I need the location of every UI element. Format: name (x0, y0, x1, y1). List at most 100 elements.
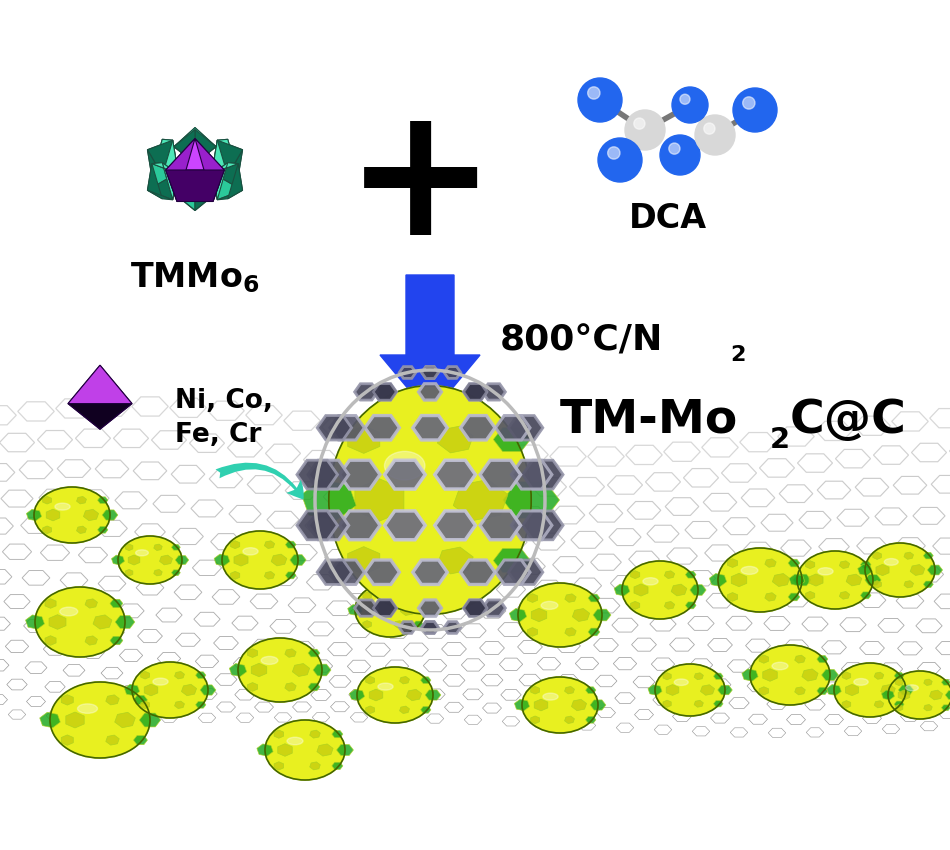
Polygon shape (421, 706, 431, 713)
Polygon shape (193, 560, 221, 575)
Polygon shape (904, 552, 914, 559)
Ellipse shape (542, 693, 558, 700)
Polygon shape (460, 624, 486, 638)
Polygon shape (252, 639, 276, 652)
Polygon shape (779, 484, 813, 502)
Polygon shape (179, 701, 198, 711)
Polygon shape (550, 447, 586, 466)
Text: Ni, Co,
Fe, Cr: Ni, Co, Fe, Cr (175, 388, 273, 448)
Polygon shape (265, 445, 300, 462)
Polygon shape (214, 637, 238, 649)
Polygon shape (98, 576, 125, 591)
Polygon shape (634, 584, 648, 596)
Polygon shape (531, 686, 540, 694)
Polygon shape (110, 637, 123, 644)
Polygon shape (310, 762, 320, 770)
Polygon shape (413, 592, 424, 599)
Polygon shape (652, 658, 674, 671)
Polygon shape (797, 454, 832, 473)
Polygon shape (317, 744, 333, 756)
Polygon shape (200, 685, 216, 695)
Polygon shape (497, 581, 525, 598)
Polygon shape (533, 533, 565, 550)
Polygon shape (892, 411, 928, 431)
Polygon shape (152, 162, 177, 200)
Polygon shape (174, 129, 195, 164)
Polygon shape (285, 541, 296, 548)
Ellipse shape (261, 656, 278, 665)
Polygon shape (726, 616, 752, 630)
Polygon shape (103, 510, 118, 520)
Polygon shape (160, 555, 173, 565)
Polygon shape (443, 675, 465, 686)
Polygon shape (729, 698, 750, 708)
Polygon shape (113, 429, 148, 448)
Circle shape (733, 88, 777, 132)
Polygon shape (565, 594, 576, 603)
Polygon shape (303, 450, 338, 469)
Polygon shape (217, 702, 236, 712)
Polygon shape (649, 573, 677, 588)
Polygon shape (747, 680, 769, 692)
Polygon shape (195, 174, 216, 194)
Polygon shape (317, 416, 352, 440)
Polygon shape (590, 700, 606, 710)
Polygon shape (480, 642, 504, 654)
Ellipse shape (357, 667, 433, 723)
Polygon shape (422, 366, 438, 378)
Polygon shape (855, 479, 889, 496)
Polygon shape (363, 620, 371, 628)
Polygon shape (822, 641, 846, 654)
Polygon shape (706, 593, 733, 608)
Polygon shape (439, 558, 469, 575)
Polygon shape (389, 713, 406, 722)
Polygon shape (691, 696, 712, 707)
Polygon shape (173, 529, 203, 545)
Polygon shape (588, 594, 599, 602)
Polygon shape (68, 366, 132, 404)
Polygon shape (229, 664, 247, 677)
Polygon shape (614, 584, 630, 596)
Polygon shape (702, 438, 738, 457)
Polygon shape (86, 599, 98, 608)
Polygon shape (708, 638, 732, 651)
Polygon shape (293, 702, 312, 712)
Polygon shape (174, 174, 195, 194)
Polygon shape (3, 544, 31, 559)
Polygon shape (84, 509, 99, 521)
Polygon shape (171, 466, 205, 483)
Polygon shape (133, 462, 167, 479)
Polygon shape (310, 730, 320, 738)
Polygon shape (911, 444, 946, 462)
Polygon shape (936, 642, 950, 654)
Polygon shape (913, 507, 945, 524)
Polygon shape (413, 416, 447, 440)
Polygon shape (105, 694, 120, 705)
Polygon shape (503, 717, 520, 726)
Polygon shape (435, 460, 475, 489)
Polygon shape (861, 682, 883, 694)
Polygon shape (572, 700, 586, 711)
Polygon shape (653, 694, 674, 705)
Ellipse shape (153, 678, 168, 685)
Polygon shape (531, 609, 547, 621)
Polygon shape (455, 473, 490, 491)
Polygon shape (464, 383, 486, 400)
Polygon shape (875, 508, 907, 524)
Ellipse shape (34, 487, 110, 543)
Polygon shape (407, 689, 422, 700)
Polygon shape (399, 621, 416, 633)
Polygon shape (339, 511, 380, 540)
Polygon shape (685, 522, 717, 538)
Polygon shape (213, 173, 242, 200)
Polygon shape (894, 672, 904, 679)
Polygon shape (864, 575, 881, 586)
Polygon shape (231, 571, 239, 580)
Polygon shape (478, 604, 505, 618)
Polygon shape (45, 636, 56, 645)
Polygon shape (343, 523, 375, 540)
Ellipse shape (655, 664, 725, 716)
Circle shape (634, 118, 645, 129)
Polygon shape (789, 574, 805, 586)
Ellipse shape (222, 531, 298, 589)
